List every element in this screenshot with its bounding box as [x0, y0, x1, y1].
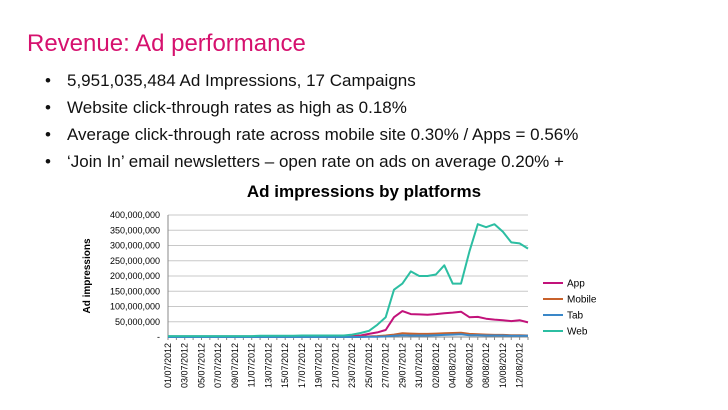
y-tick-label: 50,000,000 — [115, 317, 160, 327]
x-tick-label: 15/07/2012 — [280, 343, 290, 388]
x-tick-label: 06/08/2012 — [464, 343, 474, 388]
x-tick-label: 09/07/2012 — [230, 343, 240, 388]
x-tick-label: 23/07/2012 — [347, 343, 357, 388]
series-line-app — [168, 310, 529, 338]
bullet-item: • Average click-through rate across mobil… — [41, 121, 578, 148]
x-tick-label: 04/08/2012 — [448, 343, 458, 388]
bullet-item: • 5,951,035,484 Ad Impressions, 17 Campai… — [41, 67, 578, 94]
y-tick-label: 300,000,000 — [110, 241, 160, 251]
bullet-text: Website click-through rates as high as 0… — [67, 98, 407, 117]
y-tick-label: 350,000,000 — [110, 225, 160, 235]
x-tick-label: 11/07/2012 — [247, 343, 257, 387]
chart-axes: - 50,000,000 100,000,000 150,000,000 200,000… — [82, 210, 529, 388]
chart-legend: App Mobile Tab Web — [543, 279, 597, 338]
x-tick-label: 03/07/2012 — [180, 343, 190, 388]
x-tick-label: 25/07/2012 — [364, 343, 374, 388]
bullet-text: ‘Join In’ email newsletters – open rate … — [67, 152, 564, 171]
y-tick-label: 150,000,000 — [110, 286, 160, 296]
x-tick-label: 12/08/2012 — [515, 343, 525, 388]
x-tick-label: 29/07/2012 — [397, 343, 407, 388]
legend-label: App — [567, 279, 585, 290]
x-tick-label: 19/07/2012 — [314, 343, 324, 388]
x-tick-label: 10/08/2012 — [498, 343, 508, 388]
x-tick-label: 05/07/2012 — [196, 343, 206, 388]
x-tick-label: 02/08/2012 — [431, 343, 441, 388]
y-axis-title: Ad impressions — [82, 238, 93, 313]
x-tick-label: 21/07/2012 — [330, 343, 340, 388]
slide-title: Revenue: Ad performance — [27, 30, 306, 57]
bullet-dot-icon: • — [45, 152, 51, 171]
bullet-dot-icon: • — [45, 125, 51, 144]
x-tick-label: 17/07/2012 — [297, 343, 307, 388]
y-tick-label: 250,000,000 — [110, 256, 160, 266]
bullet-dot-icon: • — [45, 71, 51, 90]
chart-gridlines — [168, 214, 528, 323]
series-line-web — [168, 223, 529, 338]
x-tick-label: 07/07/2012 — [213, 343, 223, 388]
bullet-list: • 5,951,035,484 Ad Impressions, 17 Campai… — [41, 67, 578, 175]
x-tick-label: 27/07/2012 — [381, 343, 391, 388]
bullet-dot-icon: • — [45, 98, 51, 117]
bullet-item: • Website click-through rates as high as … — [41, 94, 578, 121]
chart-title: Ad impressions by platforms — [246, 182, 482, 201]
x-tick-label: 31/07/2012 — [414, 343, 424, 388]
y-tick-label: 400,000,000 — [110, 210, 160, 220]
legend-label: Web — [567, 327, 588, 338]
bullet-item: • ‘Join In’ email newsletters – open rate… — [41, 148, 578, 175]
x-tick-label: 01/07/2012 — [163, 343, 173, 388]
legend-label: Mobile — [567, 295, 597, 306]
y-tick-label: - — [157, 332, 160, 342]
bullet-text: Average click-through rate across mobile… — [67, 125, 579, 144]
y-tick-label: 200,000,000 — [110, 271, 160, 281]
x-tick-label: 08/08/2012 — [481, 343, 491, 388]
legend-label: Tab — [567, 311, 584, 322]
x-tick-label: 13/07/2012 — [263, 343, 273, 388]
chart-series — [168, 223, 529, 338]
bullet-text: 5,951,035,484 Ad Impressions, 17 Campaig… — [67, 71, 416, 90]
y-tick-label: 100,000,000 — [110, 302, 160, 312]
